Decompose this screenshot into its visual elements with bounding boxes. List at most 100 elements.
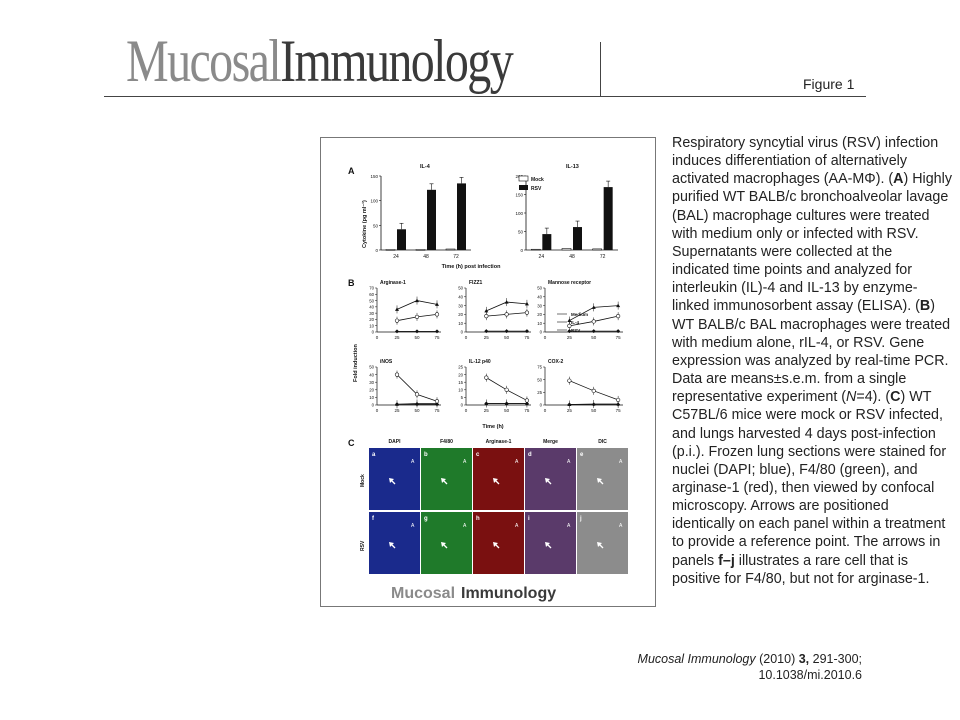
panel-c-tile-letter: h [476,516,480,522]
panel-b-ylabel: Fold induction [353,343,359,382]
panel-c-arrowhead [493,542,498,547]
panel-b-y-tick-label: 20 [369,317,374,322]
panel-b-point-rsv [504,387,509,392]
panel-b-y-tick-label: 0 [540,330,543,335]
panel-b-y-tick-label: 60 [369,292,374,297]
panel-a-y-tick-label: 150 [515,193,523,198]
panel-b-x-tick-label: 25 [567,408,573,413]
panel-b-point-il4 [524,301,529,306]
panel-c-arrowhead [597,542,602,547]
caption-text: Respiratory syncytial virus (RSV) infect… [672,135,939,188]
panel-c-tile-letter: i [528,516,530,522]
panel-c-micrograph-tile [421,448,472,510]
panel-b-x-tick-label: 50 [504,335,510,340]
panel-a-y-tick-label: 150 [370,174,378,179]
panel-c-tile-letter: a [372,452,376,458]
panel-c-tile-letter: g [424,516,428,522]
panel-b-xlabel: Time (h) [482,424,503,430]
panel-c-micrograph-tile [369,448,420,510]
panel-b-x-tick-label: 50 [504,408,510,413]
panel-b-point-il4 [484,401,489,405]
panel-a-ylabel: Cytokine (pg ml⁻¹) [361,200,368,248]
panel-b-point-il4 [616,303,621,308]
panel-b-legend-label-rsv: RSV [571,328,580,333]
panel-a-bar-mock [385,249,396,251]
panel-b-y-tick-label: 20 [369,388,374,393]
panel-b-x-tick-label: 0 [376,408,379,413]
panel-a-x-tick-label: 72 [453,254,459,260]
citation-journal: Mucosal Immunology [637,652,756,666]
panel-b-y-tick-label: 0 [461,330,464,335]
panel-b-y-tick-label: 10 [458,321,463,326]
citation-volume: 3, [798,652,810,666]
panel-b-point-medium [435,329,439,334]
panel-c-micrograph-tile [525,448,576,510]
panel-a-bar-mock [415,249,426,251]
panel-b-x-tick-label: 50 [591,335,597,340]
panel-b-point-medium [415,329,419,334]
panel-b-chart-title: iNOS [380,359,393,365]
panel-b-chart-title: Mannose receptor [548,280,591,286]
caption-text: ) WT BALB/c BAL macrophages were treated… [672,298,951,406]
panel-a-y-tick-label: 0 [375,248,378,253]
panel-a-x-tick-label: 24 [539,254,545,260]
header-divider-vertical [600,42,601,97]
panel-b-y-tick-label: 30 [369,380,374,385]
panel-c-arrowhead [441,542,446,547]
panel-c-arrowhead [545,542,550,547]
figure-caption: Respiratory syncytial virus (RSV) infect… [672,134,952,588]
panel-c-column-header: Merge [543,439,558,445]
panel-b-point-rsv [616,397,621,403]
panel-b-point-rsv [616,314,621,319]
panel-b-x-tick-label: 25 [394,335,400,340]
panel-c-arrowhead [493,478,498,483]
panel-b-x-tick-label: 50 [414,408,420,413]
legend-label-mock: Mock [531,177,544,183]
panel-c-micrograph-tile [577,448,628,510]
panel-b-point-rsv [394,318,400,323]
panel-b-chart-title: COX-2 [548,359,564,365]
panel-b-x-tick-label: 0 [544,335,547,340]
panel-b-point-rsv [504,312,509,317]
panel-c-marker-a: A [619,459,623,465]
panel-b-point-medium [395,329,399,334]
panel-b-point-il4 [395,307,399,311]
caption-text: illustrates a rare cell that is positive… [672,552,930,587]
panel-c-tile-letter: b [424,452,428,458]
panel-b-y-tick-label: 0 [372,403,375,408]
panel-a-y-tick-label: 50 [373,223,379,228]
legend-label-rsv: RSV [531,186,542,192]
panel-b-x-tick-label: 0 [544,408,547,413]
panel-b-chart-title: FIZZ1 [469,280,483,286]
panel-b-y-tick-label: 5 [461,395,464,400]
panel-c-micrograph-tile [421,512,472,574]
panel-c-marker-a: A [567,459,571,465]
citation-doi: 10.1038/mi.2010.6 [758,668,862,682]
panel-c-tile-letter: e [580,452,584,458]
panel-c-arrowhead [545,478,550,483]
panel-c-column-header: DIC [598,439,607,445]
panel-c-marker-a: A [463,459,467,465]
panel-b-point-il4 [504,300,509,304]
panel-b-y-tick-label: 40 [458,295,463,300]
citation-pages: 291-300; [809,652,862,666]
panel-b-point-il4 [484,308,489,313]
panel-letter-c: C [348,438,355,448]
panel-c-arrowhead [389,478,394,483]
panel-b-x-tick-label: 75 [434,408,440,413]
panel-b-y-tick-label: 30 [458,303,463,308]
panel-b-point-rsv [567,323,572,328]
panel-c-tile-letter: d [528,452,532,458]
panel-a-bar-rsv [603,187,613,250]
caption-panel-c: C [890,389,901,406]
panel-b-point-il4 [415,401,419,405]
panel-a-bar-mock [561,248,572,251]
panel-b-x-tick-label: 25 [567,335,573,340]
panel-c-marker-a: A [515,523,519,529]
panel-c-column-header: F4/80 [440,439,453,445]
caption-panel-a: A [893,171,904,188]
panel-b-y-tick-label: 50 [458,286,463,291]
panel-c-micrograph-tile [525,512,576,574]
panel-a-y-tick-label: 100 [515,211,523,216]
panel-c-row-label: Mock [360,474,366,487]
